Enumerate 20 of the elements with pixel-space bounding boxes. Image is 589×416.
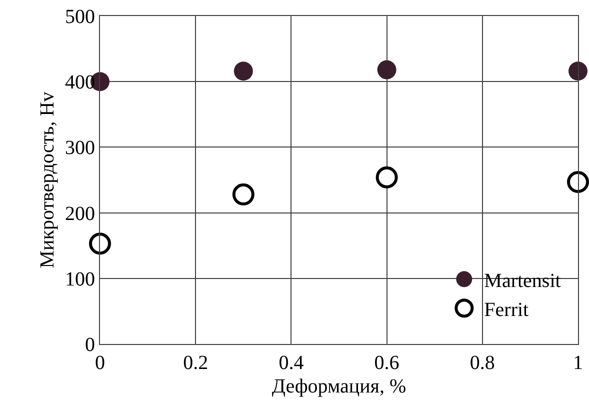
y-tick-label: 500: [65, 6, 95, 28]
point: [376, 166, 398, 188]
point: [568, 62, 588, 81]
x-tick-label: 0.4: [278, 352, 304, 374]
y-tick-label: 200: [65, 202, 95, 225]
x-tick-label: 0.8: [470, 352, 495, 374]
y-axis-title: Микротвердость, Hv: [36, 92, 58, 268]
point: [234, 62, 253, 81]
x-tick-label: 1: [573, 352, 583, 374]
point: [89, 232, 111, 255]
y-tick-label: 300: [65, 137, 95, 160]
y-tick-label: 100: [65, 268, 95, 290]
legend-label: Ferrit: [484, 298, 530, 321]
x-axis-title: Деформация, %: [272, 376, 406, 398]
y-tick-label: 0: [85, 334, 95, 356]
point: [232, 183, 254, 206]
point: [567, 170, 589, 193]
x-tick-label: 0.6: [374, 352, 400, 374]
x-tick-label: 0.2: [183, 352, 208, 374]
point: [377, 60, 396, 80]
